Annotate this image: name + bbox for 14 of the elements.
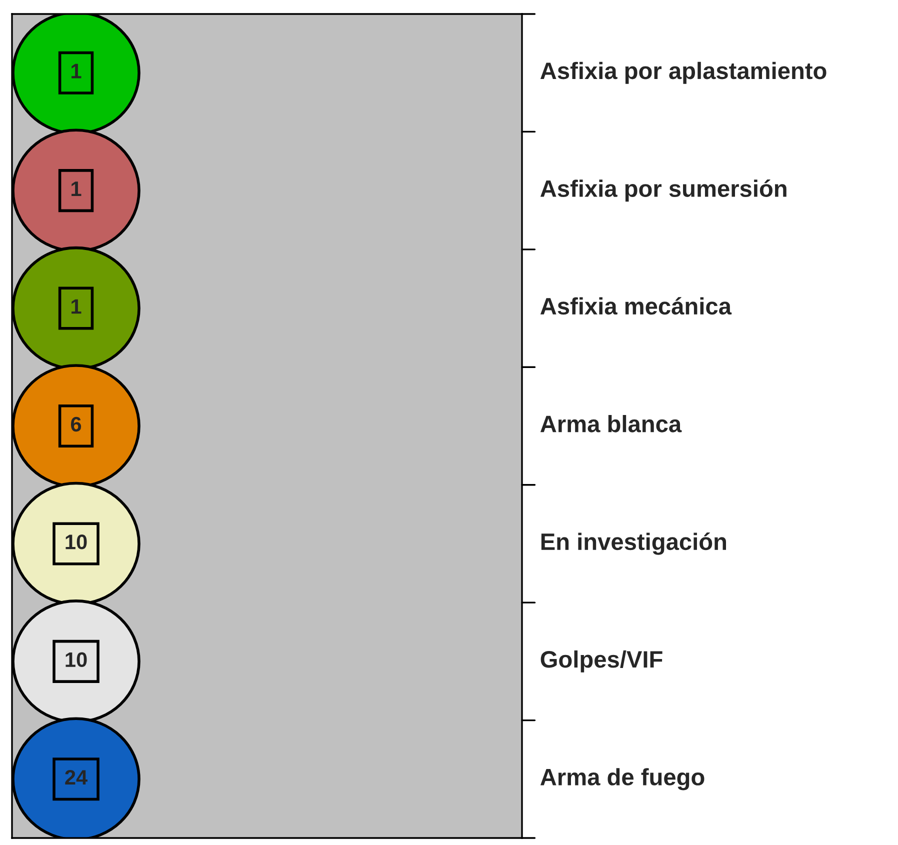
category-label: Arma de fuego (540, 768, 704, 790)
category-label: Golpes/VIF (540, 650, 662, 672)
category-label: Asfixia por aplastamiento (540, 62, 826, 84)
data-label: 6 (70, 416, 82, 432)
data-label: 1 (72, 299, 82, 314)
category-label: Arma blanca (540, 414, 682, 432)
data-label: 10 (66, 652, 87, 668)
category-label: Asfixia por sumersión (540, 179, 786, 202)
data-label: 10 (66, 534, 87, 550)
data-label: 1 (72, 64, 82, 78)
data-label: 24 (65, 770, 88, 785)
category-label: Asfixia mecánica (540, 297, 732, 315)
category-label: En investigación (541, 532, 726, 555)
data-label: 1 (72, 182, 82, 196)
